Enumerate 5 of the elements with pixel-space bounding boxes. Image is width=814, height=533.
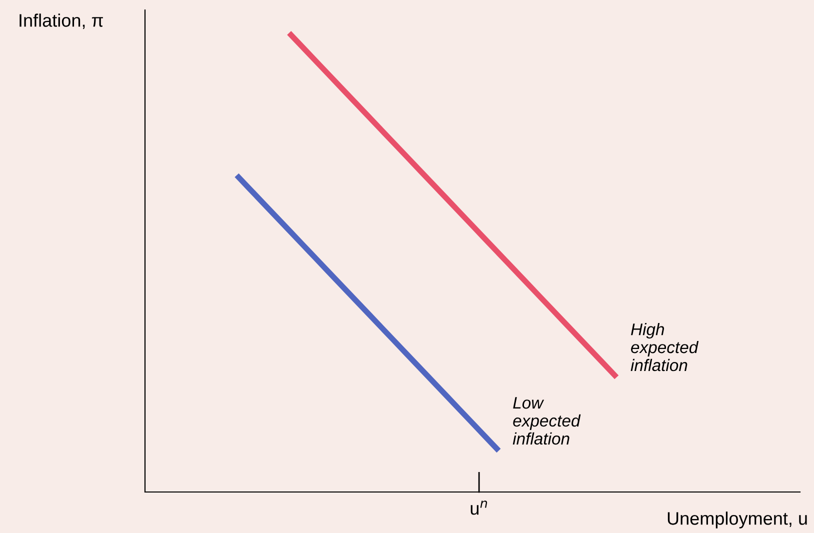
text: u$^{n}$ [470,500,488,515]
y-axis-title: Inflation, π [20,14,103,29]
annotation: Low expected inflation [512,397,581,445]
annotation: High expected inflation [630,323,699,372]
x-axis-title: Unemployment, u [668,512,807,528]
